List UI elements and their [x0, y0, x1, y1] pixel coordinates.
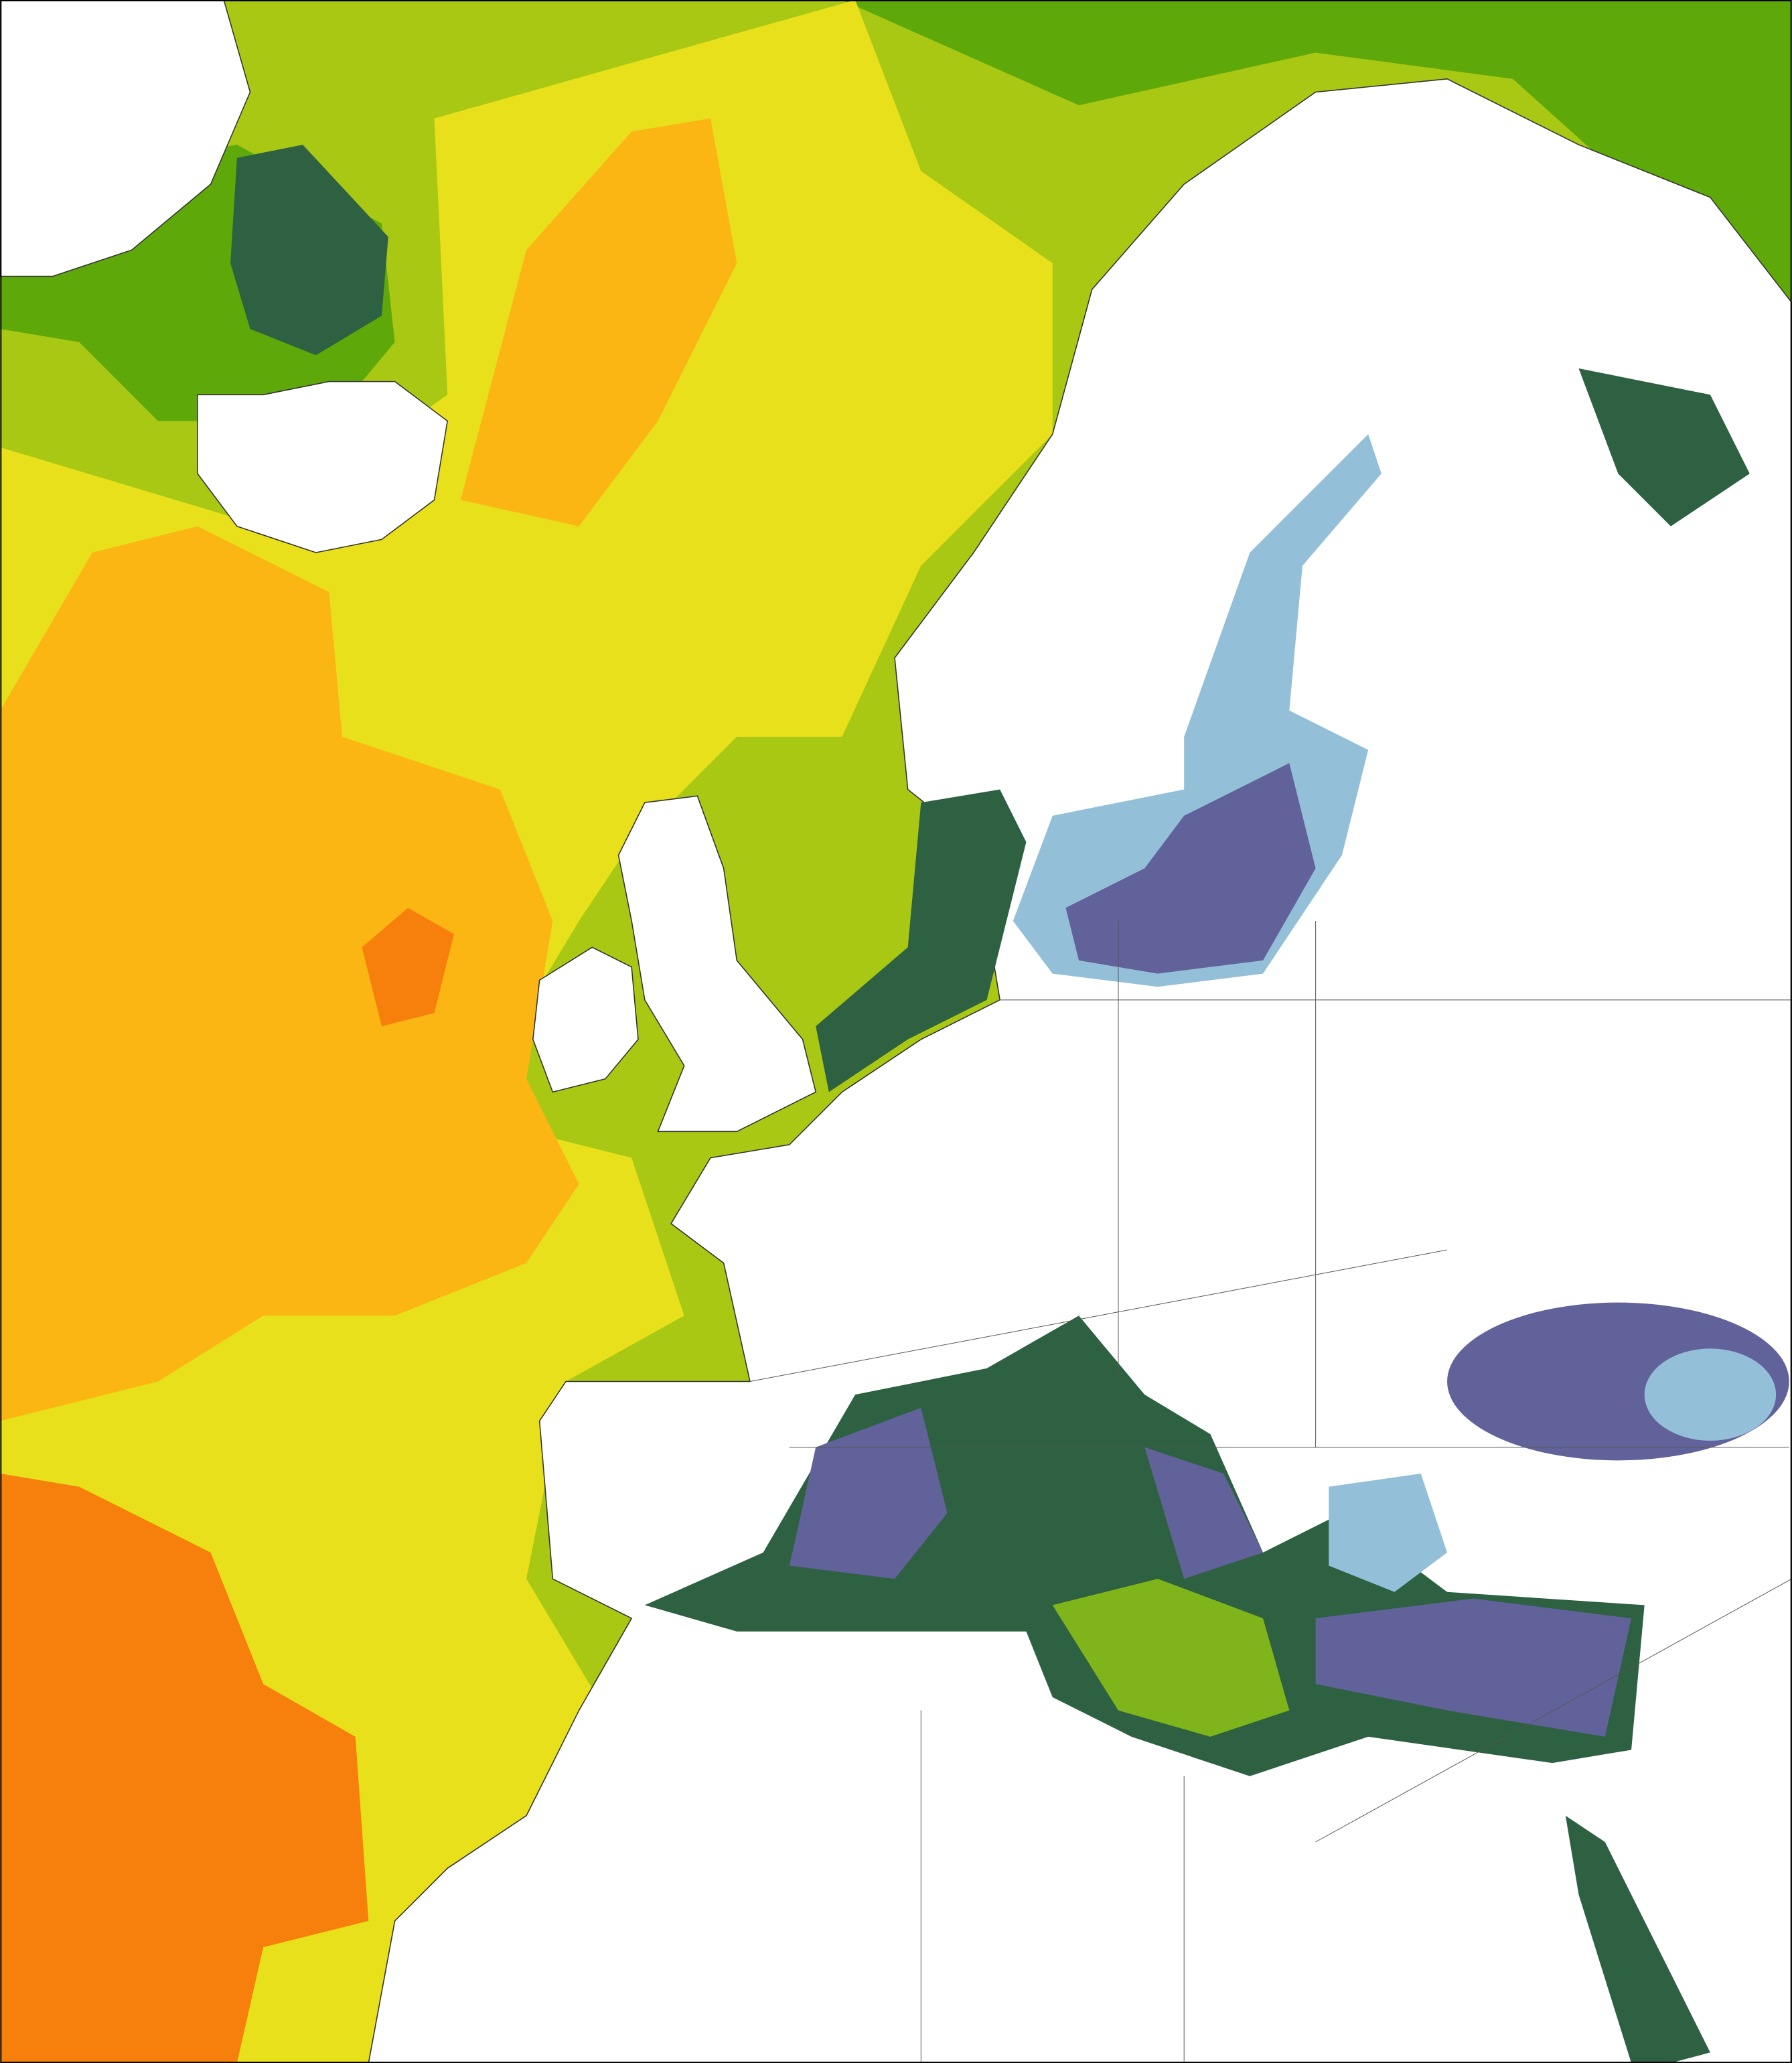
ireland: [532, 946, 639, 1093]
iceland: [197, 380, 449, 553]
mediterranean-purple: [789, 1407, 1632, 1737]
ocean-deep-patch: [230, 145, 388, 356]
greenland: [0, 0, 251, 277]
ocean-yellow: [0, 0, 1053, 2063]
north-sea-coast: [816, 789, 1027, 1092]
baltic-south: [1065, 763, 1316, 974]
country-borders: [749, 921, 1792, 2063]
white-sea: [1578, 368, 1750, 526]
great-britain: [617, 795, 817, 1133]
red-sea: [1565, 1815, 1710, 2063]
black-sea-east: [1644, 1348, 1777, 1441]
mediterranean-green: [1052, 1579, 1290, 1737]
ocean-dark-orange-south: [0, 1474, 369, 2063]
ocean-dark-orange: [362, 908, 454, 1027]
ocean-orange-north: [460, 118, 737, 526]
ocean-band-north: [0, 0, 1792, 303]
mainland: [368, 78, 1792, 2063]
ocean-orange: [0, 526, 579, 1421]
aegean: [1329, 1474, 1448, 1592]
